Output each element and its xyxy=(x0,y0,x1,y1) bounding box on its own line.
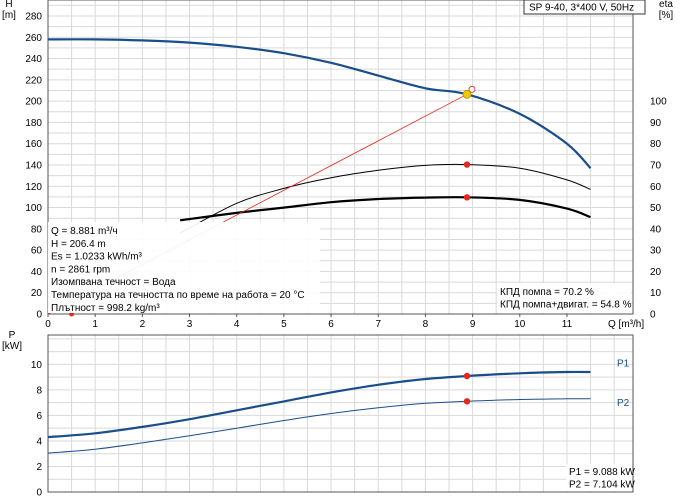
duty-point-marker xyxy=(462,89,472,99)
p1-legend-label: P1 xyxy=(617,359,630,370)
title-box xyxy=(523,0,646,15)
p-tick-label: 6 xyxy=(36,411,42,422)
efficiency-box-background xyxy=(497,283,631,313)
h-axis-label-line: H xyxy=(5,0,12,10)
eta-tick-label: 90 xyxy=(650,118,662,129)
x-tick-label: 4 xyxy=(234,319,240,330)
p-axis-label: P [kW] xyxy=(2,330,22,352)
x-tick-label: 1 xyxy=(92,319,98,330)
eta-tick-label: 40 xyxy=(650,224,662,235)
eta-tick-label: 20 xyxy=(650,267,662,278)
h-tick-label: 40 xyxy=(31,267,43,278)
p2-point xyxy=(463,398,471,405)
h-tick-label: 60 xyxy=(31,246,43,257)
duty-info-box: Q = 8.881 m³/ч H = 206.4 m Es = 1.0233 kWh… xyxy=(48,222,320,314)
p2-curve xyxy=(48,398,591,454)
info-line: Плътност = 998.2 kg/m³ xyxy=(51,303,160,314)
p-tick-label: 4 xyxy=(36,436,42,447)
h-axis-label-line: [m] xyxy=(2,10,16,21)
eta-tick-label: 0 xyxy=(650,310,656,321)
efficiency-label-box: КПД помпа = 70.2 % КПД помпа+двигат. = 54… xyxy=(497,283,632,313)
q-axis-label: Q [m³/h] xyxy=(608,319,644,330)
bottom-plot-frame xyxy=(47,334,634,493)
x-tick-label: 11 xyxy=(562,319,573,330)
head-curve xyxy=(48,38,592,169)
eta-axis-label-line: [%] xyxy=(659,10,674,21)
x-tick-label: 0 xyxy=(45,319,51,330)
x-tick-label: 7 xyxy=(375,319,381,330)
h-tick-label: 0 xyxy=(36,310,42,321)
p2-legend-label: P2 xyxy=(617,398,630,409)
h-tick-label: 260 xyxy=(25,33,42,44)
pump-efficiency-curve xyxy=(179,163,591,234)
top-plot-frame xyxy=(47,0,634,315)
info-box-background xyxy=(48,222,320,313)
info-line: Изомпвана течност = Вода xyxy=(51,277,176,288)
chart-title: SP 9-40, 3*400 V, 50Hz xyxy=(529,3,634,14)
p1-curve xyxy=(48,370,591,439)
h-axis-label: H [m] xyxy=(2,0,16,21)
h-tick-label: 20 xyxy=(31,288,43,299)
eta-axis-label: eta [%] xyxy=(659,0,674,21)
eta-tick-label: 100 xyxy=(650,97,667,108)
top-curves xyxy=(48,38,592,314)
h-tick-label: 220 xyxy=(25,75,42,86)
x-tick-label: 5 xyxy=(281,319,287,330)
x-tick-label: 8 xyxy=(423,319,429,330)
power-label: P1 = 9.088 kW xyxy=(569,467,635,478)
p1-point xyxy=(463,372,471,380)
p-axis-label-line: [kW] xyxy=(2,341,22,352)
x-tick-label: 6 xyxy=(328,319,334,330)
h-tick-label: 280 xyxy=(25,11,42,22)
h-tick-label: 100 xyxy=(25,203,42,214)
bottom-curves xyxy=(48,370,591,454)
eta-axis-label-line: eta xyxy=(659,0,673,10)
efficiency-label: КПД помпа+двигат. = 54.8 % xyxy=(500,300,632,311)
p-tick-label: 8 xyxy=(36,385,42,396)
h-tick-label: 80 xyxy=(31,224,43,235)
p-tick-label: 10 xyxy=(31,360,43,371)
power-label: P2 = 7.104 kW xyxy=(569,480,635,491)
x-tick-label: 2 xyxy=(140,319,146,330)
p-axis-label-line: P xyxy=(9,330,16,341)
x-tick-label: 3 xyxy=(187,319,193,330)
eta-tick-label: 70 xyxy=(650,160,662,171)
eta-tick-label: 80 xyxy=(650,139,662,150)
info-line: Es = 1.0233 kWh/m³ xyxy=(51,252,143,263)
x-tick-label: 9 xyxy=(470,319,476,330)
h-tick-label: 180 xyxy=(25,118,42,129)
eta-tick-label: 30 xyxy=(650,246,662,257)
info-line: Q = 8.881 m³/ч xyxy=(51,226,118,237)
total-efficiency-curve xyxy=(179,196,591,222)
h-tick-label: 140 xyxy=(25,160,42,171)
h-tick-label: 200 xyxy=(25,97,42,108)
info-line: n = 2861 rpm xyxy=(51,264,110,275)
h-tick-label: 240 xyxy=(25,54,42,65)
efficiency-label: КПД помпа = 70.2 % xyxy=(500,287,594,298)
h-tick-label: 120 xyxy=(25,182,42,193)
power-box-background xyxy=(566,464,632,491)
total-efficiency-point xyxy=(463,194,471,201)
p-tick-label: 2 xyxy=(36,462,42,473)
p-tick-label: 0 xyxy=(36,488,42,499)
pump-efficiency-point xyxy=(463,161,471,168)
info-line: Температура на течността по време на раб… xyxy=(51,289,305,301)
eta-tick-label: 60 xyxy=(650,182,662,193)
info-line: H = 206.4 m xyxy=(51,239,106,250)
h-tick-label: 160 xyxy=(25,139,42,150)
duty-point-open-marker xyxy=(468,85,476,93)
eta-tick-label: 10 xyxy=(650,288,662,299)
power-label-box: P1 = 9.088 kW P2 = 7.104 kW xyxy=(566,464,635,491)
eta-tick-label: 50 xyxy=(650,203,662,214)
x-tick-label: 10 xyxy=(514,319,526,330)
